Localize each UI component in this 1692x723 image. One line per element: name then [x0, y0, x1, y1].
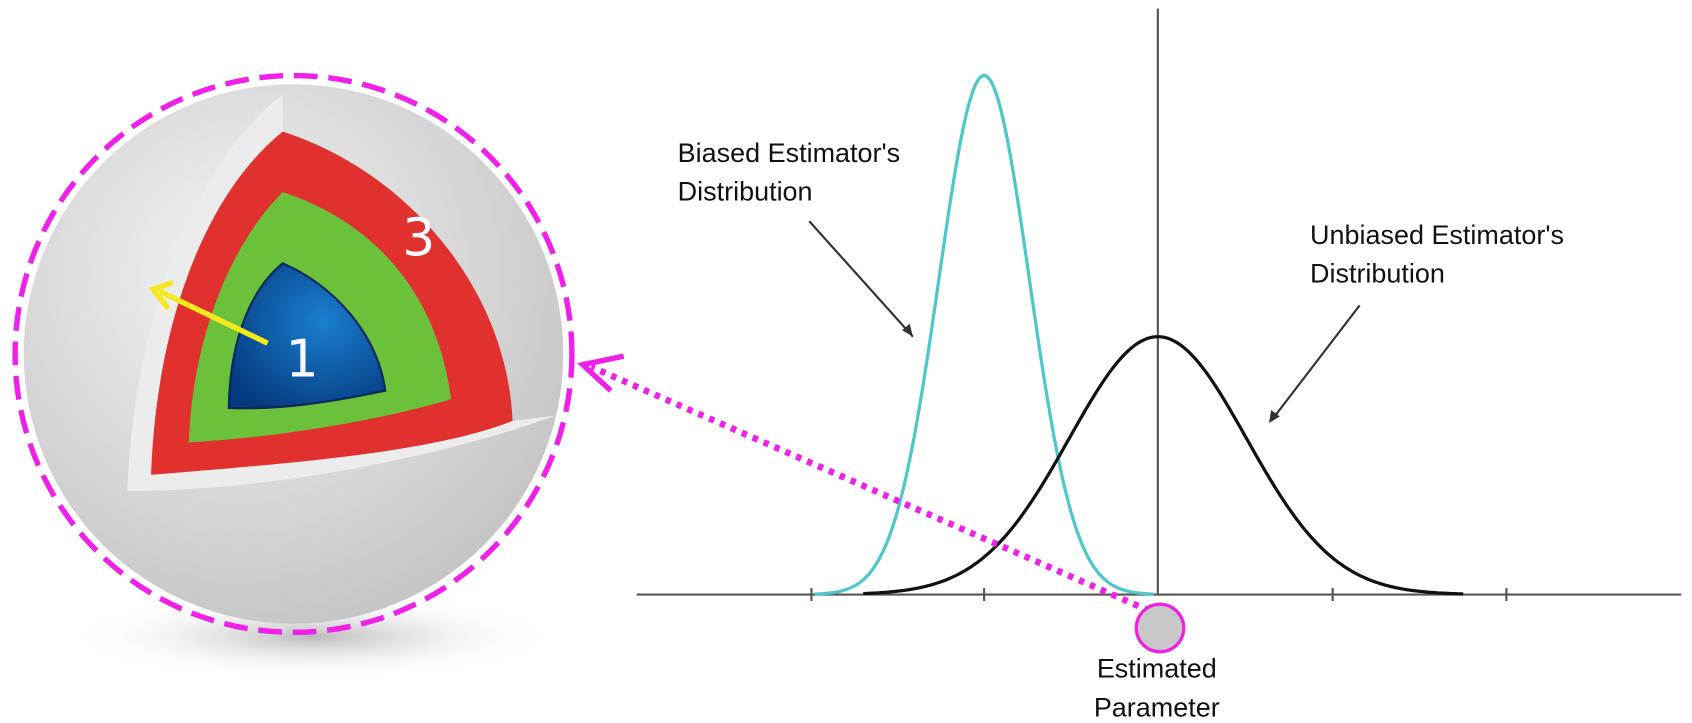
layer-label: 3	[402, 209, 435, 269]
page: 1 3 Biased Estimator's Distribution Unbi…	[0, 0, 1692, 723]
annotation: Parameter	[1094, 693, 1220, 723]
annotation: Unbiased Estimator's	[1310, 220, 1564, 250]
diagram: 1 3 Biased Estimator's Distribution Unbi…	[0, 0, 1692, 723]
layer-label: 1	[286, 330, 319, 390]
annotation: Distribution	[678, 177, 813, 207]
annotation: Estimated	[1097, 654, 1217, 684]
marker	[1136, 604, 1183, 651]
annotation: Distribution	[1310, 259, 1445, 289]
pointer	[1271, 305, 1359, 420]
annotation: Biased Estimator's	[678, 138, 900, 168]
unbiased-curve	[863, 337, 1463, 594]
pointer	[809, 221, 913, 336]
